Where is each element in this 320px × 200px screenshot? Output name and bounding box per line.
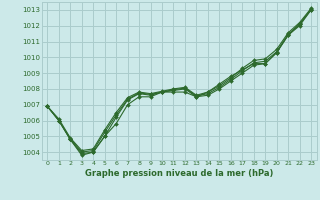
X-axis label: Graphe pression niveau de la mer (hPa): Graphe pression niveau de la mer (hPa) [85, 169, 273, 178]
